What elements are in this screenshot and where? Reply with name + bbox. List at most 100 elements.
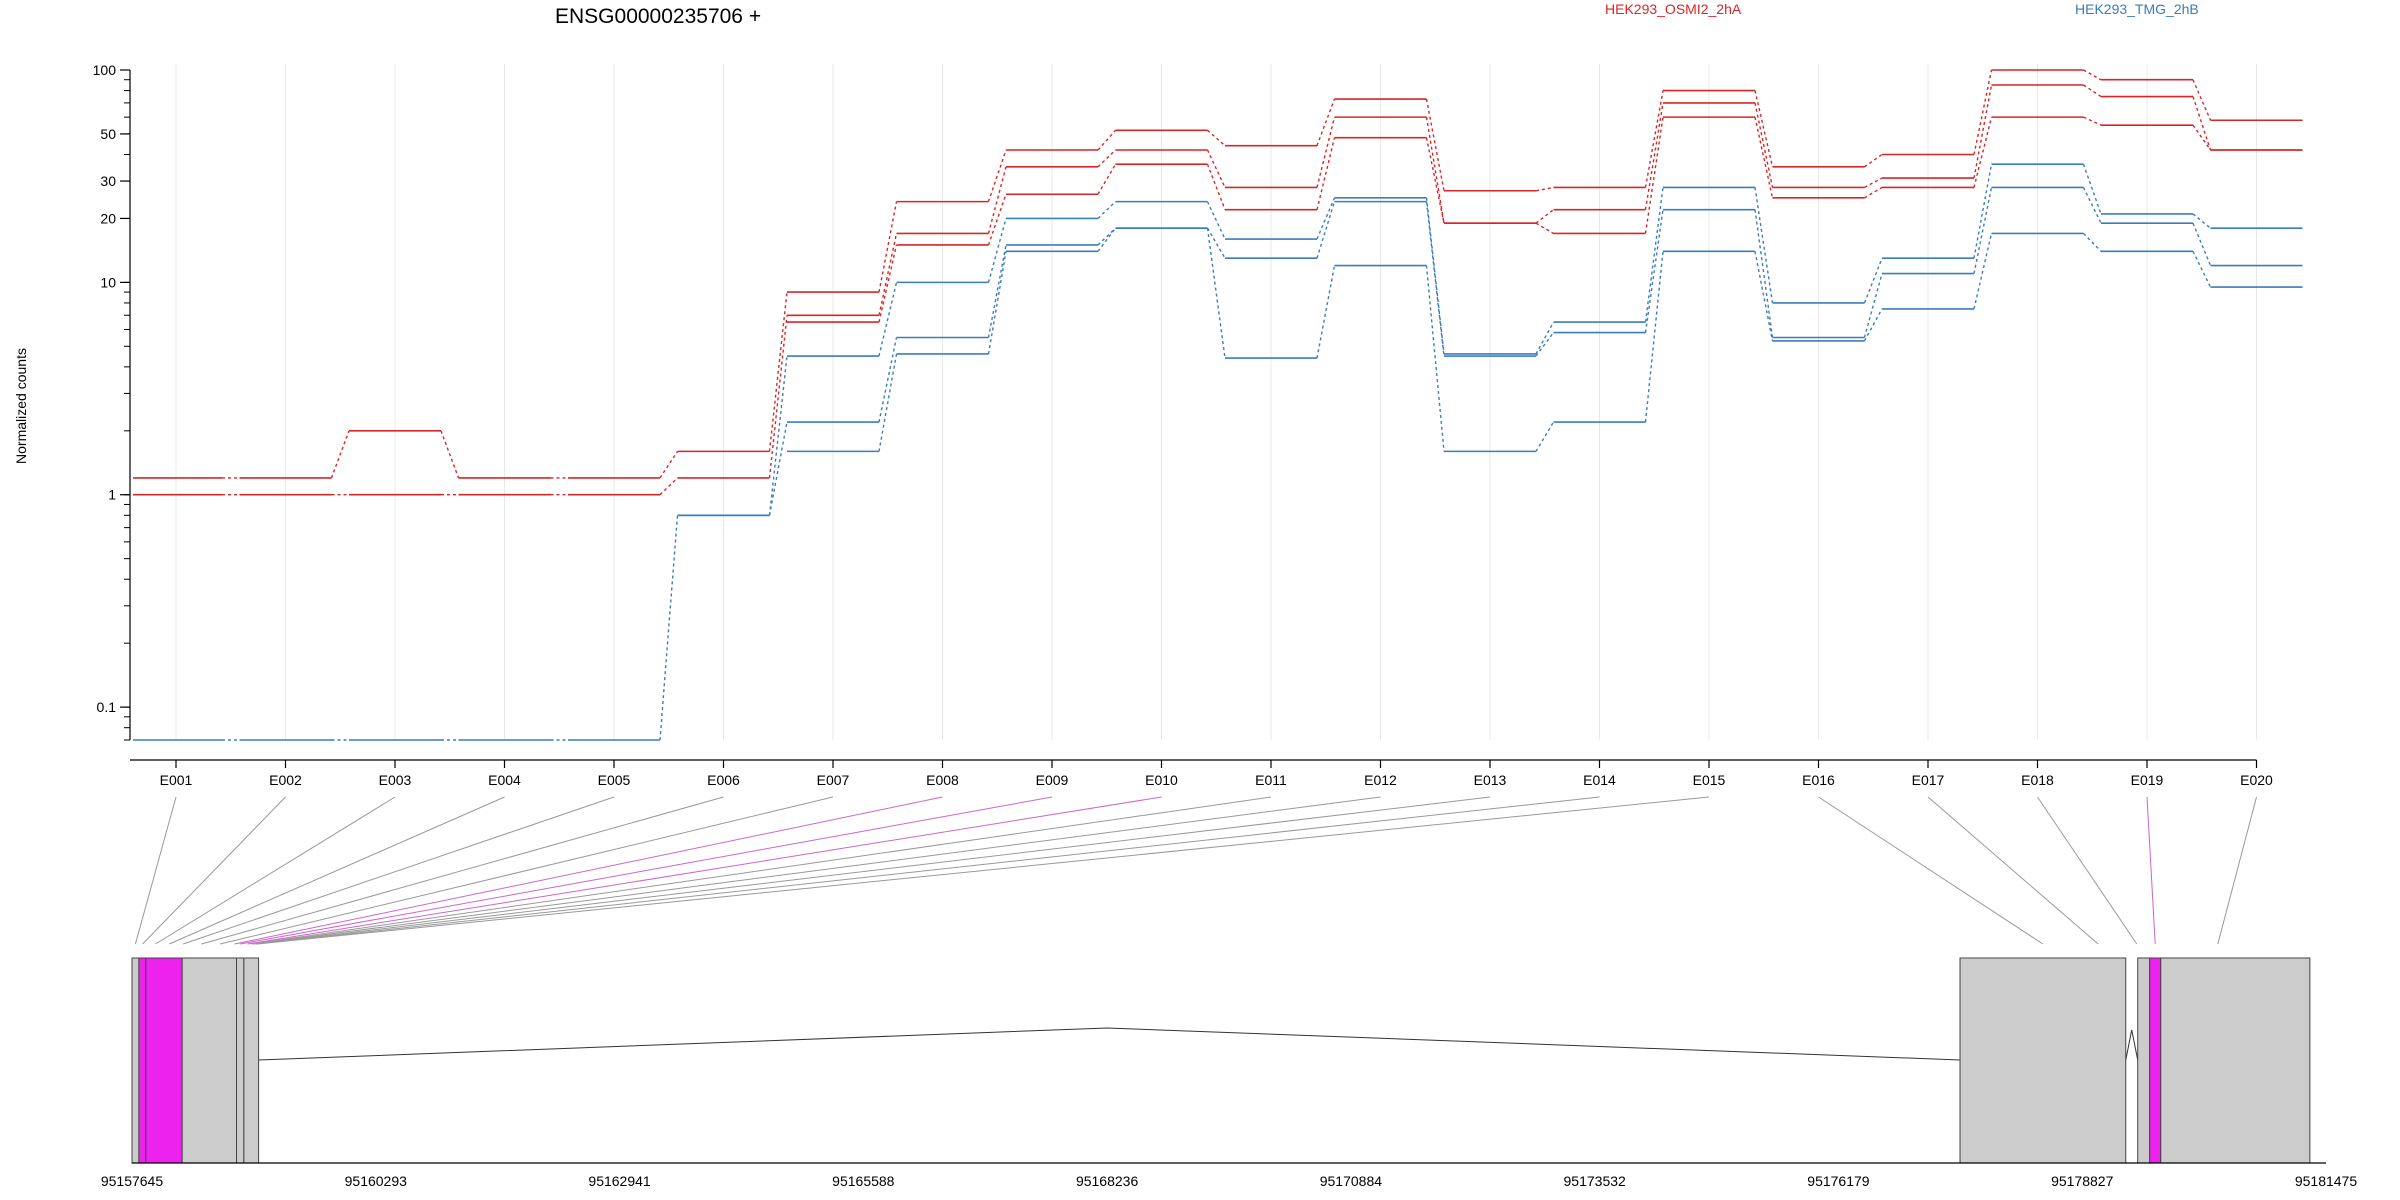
data-transition [659,451,679,479]
series-layer [133,69,2303,741]
exon-block [1959,957,2127,1164]
intron-line [258,1027,1961,1061]
data-transition [878,201,898,293]
data-transition [2192,96,2212,151]
exon-link [256,796,1600,945]
exon-block [243,957,260,1164]
y-tick-label: 20 [100,210,116,226]
data-transition [1754,116,1774,199]
data-transition [1316,116,1336,188]
data-transition [1425,98,1445,191]
series-2 [787,116,2303,323]
data-transition [987,194,1007,246]
data-transition [768,421,788,516]
exon-link [240,796,1053,945]
data-transition [1425,265,1445,452]
data-transition [1644,251,1664,423]
x-tick-label: E013 [1474,772,1507,788]
data-transition [1864,177,1883,189]
exon-link [1818,796,2044,945]
exon-link [155,796,396,945]
exon-block [2137,957,2151,1164]
exon-link [247,796,1162,945]
data-transition [1644,187,1664,323]
exon-link-layer [134,796,2257,945]
data-transition [1097,163,1117,195]
data-transition [1644,102,1664,210]
data-transition [1316,98,1336,146]
x-axis: E001 E002 E003 E004 E005 E006 E007 E008 E009 E010… [130,759,2273,788]
intron-line [2125,1029,2139,1061]
data-transition [1425,137,1445,224]
data-transition [1644,90,1664,188]
data-transition [1206,163,1226,210]
y-axis-title: Normalized counts [13,348,29,464]
chart-title: ENSG00000235706 + [555,5,761,28]
data-transition [1754,187,1774,304]
data-transition [2083,116,2102,126]
exon-block [131,957,140,1164]
data-transition [1644,117,1664,234]
data-transition [1973,84,1993,179]
data-transition [1754,102,1774,188]
data-transition [1863,257,1883,304]
data-transition [768,315,788,478]
data-transition [2083,69,2102,81]
x-tick-label: E010 [1145,772,1178,788]
legend-label-osmi2: HEK293_OSMI2_2hA [1605,1,1742,17]
data-transition [2192,79,2212,121]
data-transition [1206,201,1226,240]
data-transition [1644,209,1664,333]
data-transition [2192,213,2211,229]
x-tick-label: E020 [2240,772,2273,788]
exon-link [2217,796,2257,945]
x-tick-label: E008 [926,772,959,788]
legend-label-tmg: HEK293_TMG_2hB [2075,1,2199,17]
x-tick-label: E018 [2021,772,2054,788]
exon-block [181,957,237,1164]
data-transition [768,355,788,516]
x-tick-label: E012 [1364,772,1397,788]
x-tick-label: E016 [1802,772,1835,788]
x-tick-label: E003 [379,772,412,788]
data-transition [878,353,898,452]
data-transition [987,149,1007,202]
data-transition [2192,222,2212,266]
y-tick-label: 50 [100,126,116,142]
genome-tick-label: 95170884 [1320,1173,1383,1189]
exon-link [251,796,1272,945]
data-transition [1316,137,1336,210]
series-5 [787,227,2303,453]
genome-tick-label: 95176179 [1807,1173,1870,1189]
data-transition [878,244,898,323]
data-transition [1535,321,1555,355]
data-transition [659,477,678,496]
data-transition [2192,251,2212,288]
data-transition [1097,149,1116,168]
x-tick-label: E004 [488,772,521,788]
y-tick-label: 100 [93,62,117,78]
exon-block [145,957,183,1164]
data-transition [1973,69,1993,155]
data-transition [1316,265,1336,359]
genome-tick-label: 95165588 [832,1173,895,1189]
gene-model [131,957,2311,1164]
data-transition [2192,124,2212,151]
series-1 [133,84,2303,496]
exon-block [235,957,245,1164]
data-transition [1535,421,1555,452]
y-tick-label: 10 [100,274,116,290]
y-tick-label: 0.1 [97,699,117,715]
data-transition [878,233,898,316]
x-tick-label: E019 [2131,772,2164,788]
data-transition [1973,233,1993,310]
x-tick-label: E007 [817,772,850,788]
data-transition [1425,201,1445,357]
genome-axis: 95157645 95160293 95162941 95165588 95168236… [101,1162,2357,1189]
data-transition [1316,197,1336,240]
genome-tick-label: 95168236 [1076,1173,1139,1189]
data-transition [1206,227,1226,259]
data-transition [1973,164,1993,259]
y-tick-label: 30 [100,173,116,189]
exon-link [234,796,943,945]
